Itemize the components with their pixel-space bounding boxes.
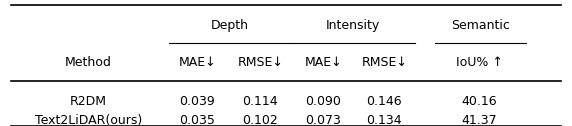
Text: 0.090: 0.090 (305, 95, 341, 108)
Text: RMSE↓: RMSE↓ (362, 56, 407, 70)
Text: Intensity: Intensity (326, 19, 380, 32)
Text: MAE↓: MAE↓ (304, 56, 342, 70)
Text: 40.16: 40.16 (462, 95, 497, 108)
Text: RMSE↓: RMSE↓ (237, 56, 283, 70)
Text: Depth: Depth (211, 19, 249, 32)
Text: 0.146: 0.146 (367, 95, 402, 108)
Text: 0.035: 0.035 (180, 114, 215, 126)
Text: MAE↓: MAE↓ (178, 56, 216, 70)
Text: Semantic: Semantic (451, 19, 510, 32)
Text: 0.073: 0.073 (305, 114, 341, 126)
Text: IoU% ↑: IoU% ↑ (456, 56, 503, 70)
Text: 0.114: 0.114 (243, 95, 278, 108)
Text: Text2LiDAR(ours): Text2LiDAR(ours) (35, 114, 142, 126)
Text: 0.134: 0.134 (367, 114, 402, 126)
Text: R2DM: R2DM (70, 95, 107, 108)
Text: 41.37: 41.37 (462, 114, 497, 126)
Text: 0.039: 0.039 (180, 95, 215, 108)
Text: 0.102: 0.102 (243, 114, 278, 126)
Text: Method: Method (65, 56, 112, 70)
